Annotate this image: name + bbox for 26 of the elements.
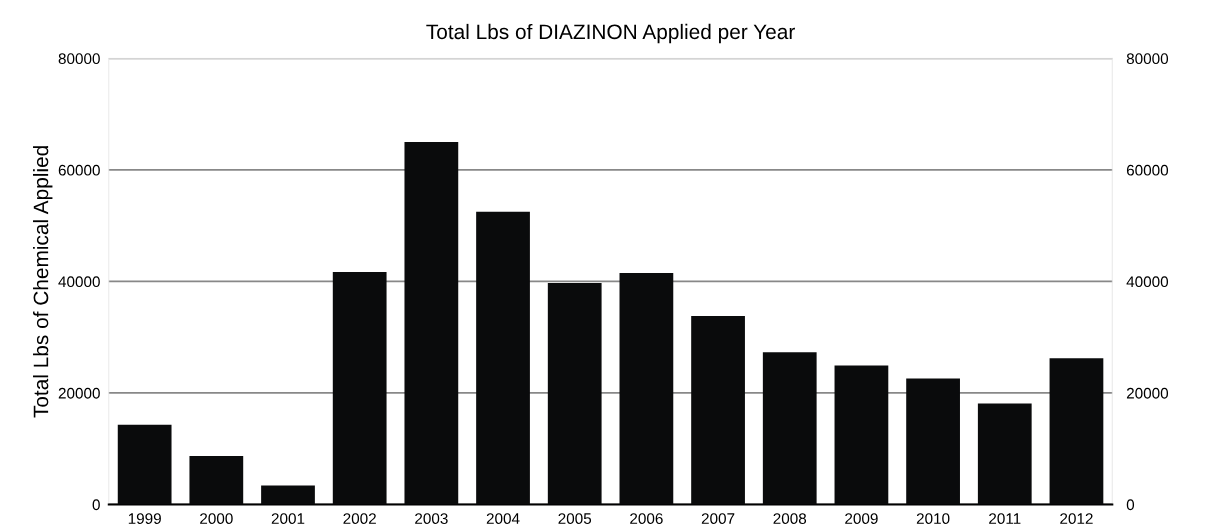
y-tick-label: 0 (92, 499, 100, 511)
x-tick-label: 2000 (200, 513, 233, 525)
x-tick-label: 2004 (486, 513, 520, 525)
y-tick-label: 20000 (58, 387, 100, 399)
y2-tick-label: 40000 (1126, 276, 1169, 288)
x-tick-label: 2003 (415, 513, 448, 525)
x-tick-label: 2006 (630, 513, 663, 525)
y2-tick-label: 80000 (1126, 53, 1169, 65)
x-tick-label: 2008 (773, 513, 807, 525)
x-tick-label: 1999 (128, 513, 161, 525)
x-tick-label: 2009 (845, 513, 878, 525)
x-tick-label: 2007 (701, 513, 735, 525)
x-tick-label: 2001 (271, 513, 305, 525)
chart-title: Total Lbs of DIAZINON Applied per Year (426, 23, 795, 44)
x-tick-label: 2010 (916, 513, 950, 525)
y-tick-label: 60000 (58, 164, 100, 176)
x-tick-label: 2002 (343, 513, 376, 525)
x-tick-label: 2005 (558, 513, 592, 525)
y-tick-label: 80000 (58, 53, 100, 65)
x-tick-label: 2011 (989, 513, 1021, 525)
x-tick-label: 2012 (1060, 513, 1093, 525)
y2-tick-label: 0 (1126, 499, 1135, 511)
y-tick-label: 40000 (58, 276, 100, 288)
y-axis-title: Total Lbs of Chemical Applied (33, 146, 53, 418)
y2-tick-label: 60000 (1126, 164, 1169, 176)
y2-tick-label: 20000 (1126, 387, 1169, 399)
